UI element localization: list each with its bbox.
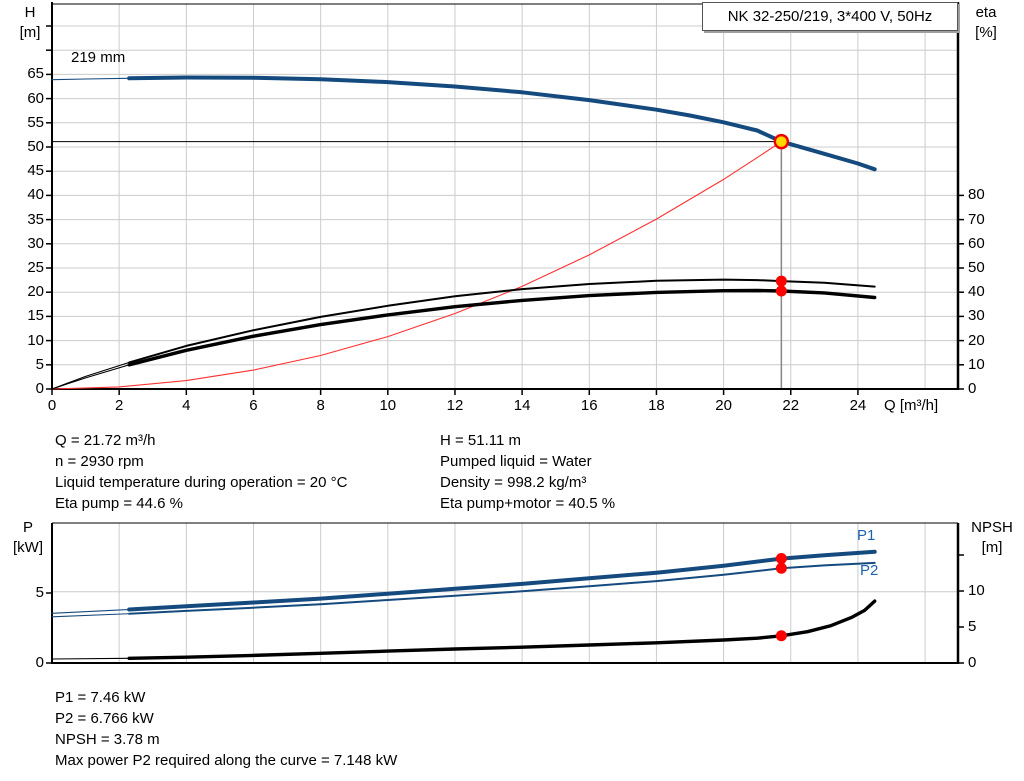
h-axis-tick-label: 55: [12, 114, 44, 132]
h-axis-tick-label: 50: [12, 138, 44, 156]
p2-curve: [129, 563, 875, 614]
h-axis-tick-label: 5: [12, 356, 44, 374]
info-eta-pump-motor: Eta pump+motor = 40.5 %: [440, 493, 615, 514]
q-axis-tick-label: 10: [371, 397, 405, 415]
p2-curve-label: P2: [860, 562, 878, 580]
h-axis-tick-label: 45: [12, 162, 44, 180]
eta-pump-duty-dot: [776, 276, 787, 287]
info-p2: P2 = 6.766 kW: [55, 708, 397, 729]
p2-duty-dot: [776, 563, 787, 574]
p1-curve-lead-in: [52, 610, 129, 614]
h-axis-tick-label: 40: [12, 186, 44, 204]
q-axis-tick-label: 18: [639, 397, 673, 415]
npsh-axis-tick-label: 10: [968, 582, 1002, 600]
eta-pump-motor-duty-dot: [776, 285, 787, 296]
p2-curve-lead-in: [52, 614, 129, 617]
p-axis-tick-label: 0: [12, 654, 44, 672]
npsh-axis-tick-label: 5: [968, 618, 1002, 636]
impeller-diameter-label: 219 mm: [71, 49, 125, 67]
eta-pump-motor-curve-lead-in: [52, 365, 129, 389]
eta-pump-motor-curve: [129, 291, 875, 365]
eta-axis-tick-label: 50: [968, 259, 1002, 277]
npsh-curve-lead-in: [52, 658, 129, 659]
info-liquid-temp: Liquid temperature during operation = 20…: [55, 472, 347, 493]
q-axis-tick-label: 22: [774, 397, 808, 415]
info-speed: n = 2930 rpm: [55, 451, 347, 472]
h-axis-tick-label: 65: [12, 65, 44, 83]
q-axis-tick-label: 6: [236, 397, 270, 415]
eta-axis-tick-label: 70: [968, 211, 1002, 229]
power-info: P1 = 7.46 kW P2 = 6.766 kW NPSH = 3.78 m…: [55, 687, 397, 771]
p-axis-title: P: [10, 519, 46, 537]
q-axis-tick-label: 12: [438, 397, 472, 415]
pump-curve-sheet: H [m] eta [%] NK 32-250/219, 3*400 V, 50…: [0, 0, 1024, 781]
info-density: Density = 998.2 kg/m³: [440, 472, 615, 493]
h-axis-tick-label: 25: [12, 259, 44, 277]
q-axis-tick-label: 4: [169, 397, 203, 415]
h-axis-title: H: [14, 4, 46, 22]
info-h: H = 51.11 m: [440, 430, 615, 451]
npsh-curve: [129, 601, 875, 658]
system-curve: [52, 142, 781, 389]
q-axis-tick-label: 24: [841, 397, 875, 415]
q-axis-tick-label: 0: [35, 397, 69, 415]
eta-axis-tick-label: 10: [968, 356, 1002, 374]
head-curve: [129, 78, 875, 170]
h-axis-tick-label: 10: [12, 332, 44, 350]
info-q: Q = 21.72 m³/h: [55, 430, 347, 451]
h-axis-unit: [m]: [8, 24, 52, 42]
p1-curve: [129, 552, 875, 610]
eta-axis-tick-label: 20: [968, 332, 1002, 350]
duty-info-left: Q = 21.72 m³/h n = 2930 rpm Liquid tempe…: [55, 430, 347, 514]
pump-title-box: NK 32-250/219, 3*400 V, 50Hz: [702, 2, 958, 31]
info-p1: P1 = 7.46 kW: [55, 687, 397, 708]
q-axis-tick-label: 16: [572, 397, 606, 415]
h-axis-tick-label: 15: [12, 307, 44, 325]
q-axis-tick-label: 8: [304, 397, 338, 415]
p1-duty-dot: [776, 553, 787, 564]
q-axis-label: Q [m³/h]: [884, 397, 938, 415]
npsh-duty-dot: [776, 630, 787, 641]
curve-charts-canvas[interactable]: [0, 0, 1024, 781]
eta-axis-unit: [%]: [964, 24, 1008, 42]
eta-axis-tick-label: 0: [968, 380, 1002, 398]
h-axis-tick-label: 35: [12, 211, 44, 229]
p-axis-unit: [kW]: [2, 539, 54, 557]
h-axis-tick-label: 30: [12, 235, 44, 253]
npsh-axis-title: NPSH: [962, 519, 1022, 537]
q-axis-tick-label: 20: [707, 397, 741, 415]
info-eta-pump: Eta pump = 44.6 %: [55, 493, 347, 514]
eta-axis-tick-label: 30: [968, 307, 1002, 325]
head-curve-lead-in: [52, 78, 129, 79]
eta-axis-tick-label: 40: [968, 283, 1002, 301]
info-max-p2: Max power P2 required along the curve = …: [55, 750, 397, 771]
info-pumped-liquid: Pumped liquid = Water: [440, 451, 615, 472]
eta-axis-title: eta: [964, 4, 1008, 22]
duty-point-marker[interactable]: [775, 135, 788, 148]
duty-info-right: H = 51.11 m Pumped liquid = Water Densit…: [440, 430, 615, 514]
h-axis-tick-label: 0: [12, 380, 44, 398]
p1-curve-label: P1: [857, 527, 875, 545]
q-axis-tick-label: 2: [102, 397, 136, 415]
info-npsh: NPSH = 3.78 m: [55, 729, 397, 750]
eta-axis-tick-label: 60: [968, 235, 1002, 253]
npsh-axis-unit: [m]: [962, 539, 1022, 557]
eta-axis-tick-label: 80: [968, 186, 1002, 204]
p-axis-tick-label: 5: [12, 584, 44, 602]
h-axis-tick-label: 20: [12, 283, 44, 301]
q-axis-tick-label: 14: [505, 397, 539, 415]
h-axis-tick-label: 60: [12, 90, 44, 108]
npsh-axis-tick-label: 0: [968, 654, 1002, 672]
